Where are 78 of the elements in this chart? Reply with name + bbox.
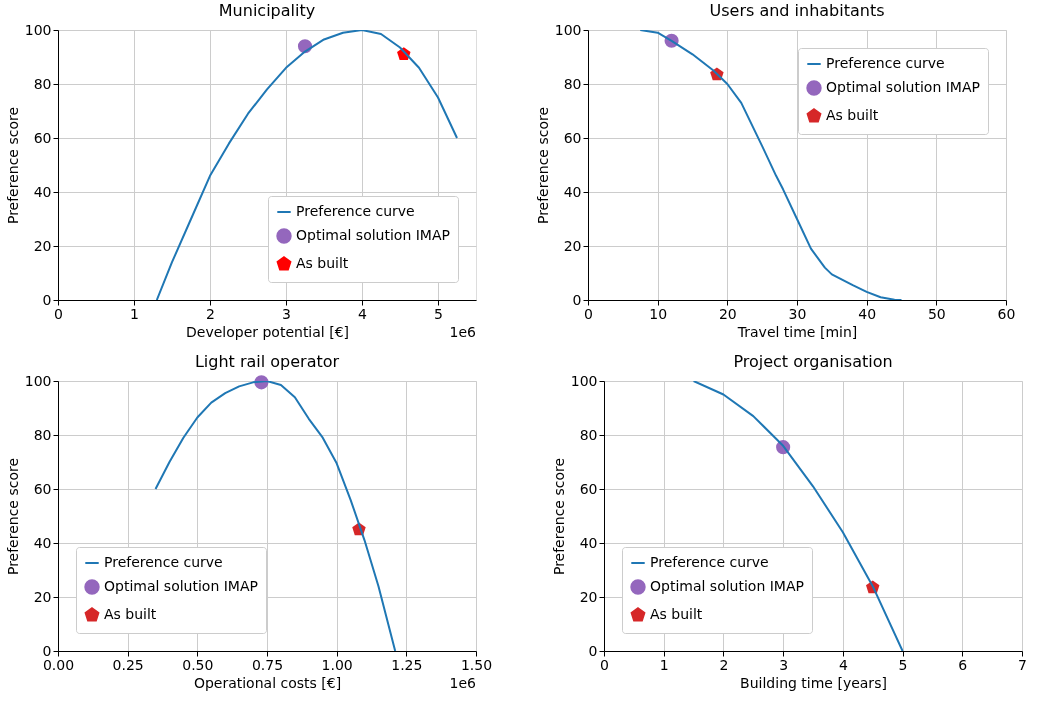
legend-label: As built	[826, 107, 879, 123]
y-tick-label: 80	[33, 75, 52, 92]
x-axis-title: Travel time [min]	[736, 323, 858, 340]
y-axis-title: Preference score	[550, 457, 567, 576]
y-tick-label: 100	[24, 21, 52, 38]
legend-label: Preference curve	[296, 203, 415, 219]
x-tick-label: 0.50	[182, 656, 214, 673]
x-tick-label: 2	[206, 305, 215, 322]
x-tick-label: 30	[788, 305, 807, 322]
y-tick-label: 100	[570, 372, 598, 389]
x-tick-label: 5	[434, 305, 443, 322]
text: 1e6	[449, 675, 477, 691]
y-axis-title: Preference score	[4, 106, 21, 225]
x-tick-label: 2	[719, 656, 729, 673]
line-series	[155, 30, 458, 300]
y-tick-label: 20	[33, 237, 52, 254]
chart-title: Users and inhabitants	[709, 1, 885, 20]
y-tick-label: 60	[563, 129, 582, 146]
legend-label: Preference curve	[826, 55, 945, 71]
x-tick-label: 3	[779, 656, 789, 673]
x-tick-label: 0	[54, 305, 63, 322]
y-tick-label: 0	[572, 291, 582, 308]
y-tick-label: 80	[579, 426, 598, 443]
x-tick-label: 7	[1018, 656, 1027, 673]
legend-label: Preference curve	[104, 554, 223, 570]
y-tick-label: 40	[33, 183, 52, 200]
chart-title: Light rail operator	[194, 352, 340, 371]
y-tick-label: 100	[554, 21, 582, 38]
x-tick-label: 0	[600, 656, 609, 673]
y-tick-label: 0	[42, 642, 52, 659]
x-axis-title: Building time [years]	[740, 674, 887, 691]
y-tick-label: 20	[579, 588, 598, 605]
y-axis-title: Preference score	[534, 106, 551, 225]
x-tick-label: 20	[718, 305, 737, 322]
legend-label: Preference curve	[650, 554, 769, 570]
y-tick-label: 40	[33, 534, 52, 551]
y-tick-label: 100	[24, 372, 52, 389]
y-tick-label: 0	[588, 642, 598, 659]
x-axis-title: Operational costs [€]	[193, 674, 342, 691]
y-tick-label: 20	[33, 588, 52, 605]
x-tick-label: 1.50	[460, 656, 493, 673]
x-tick-label: 1	[659, 656, 669, 673]
x-tick-label: 0.75	[251, 656, 284, 673]
legend-label: As built	[650, 606, 703, 622]
y-tick-label: 20	[563, 237, 582, 254]
legend-label: Optimal solution IMAP	[296, 227, 450, 243]
legend-label: Optimal solution IMAP	[650, 578, 804, 594]
x-tick-label: 1.25	[391, 656, 423, 673]
y-tick-label: 60	[33, 480, 52, 497]
x-tick-label: 10	[649, 305, 668, 322]
x-tick-label: 3	[282, 305, 291, 322]
x-tick-label: 5	[898, 656, 908, 673]
x-tick-label: 4	[358, 305, 368, 322]
text: 1e6	[449, 324, 477, 340]
chart-title: Municipality	[218, 1, 316, 20]
y-tick-label: 80	[33, 426, 52, 443]
x-tick-label: 60	[997, 305, 1016, 322]
x-tick-label: 6	[958, 656, 968, 673]
legend-label: As built	[296, 255, 349, 271]
legend-label: Optimal solution IMAP	[826, 79, 980, 95]
x-tick-label: 0.00	[42, 656, 75, 673]
x-axis-title: Developer potential [€]	[185, 323, 350, 340]
y-tick-label: 60	[579, 480, 598, 497]
y-tick-label: 80	[563, 75, 582, 92]
y-tick-label: 40	[579, 534, 598, 551]
y-tick-label: 40	[563, 183, 582, 200]
x-tick-label: 40	[858, 305, 877, 322]
legend-label: Optimal solution IMAP	[104, 578, 258, 594]
legend-label: As built	[104, 606, 157, 622]
x-tick-label: 0.25	[112, 656, 144, 673]
x-tick-label: 50	[927, 305, 946, 322]
chart-title: Project organisation	[733, 352, 893, 371]
y-tick-label: 0	[42, 291, 52, 308]
y-tick-label: 60	[33, 129, 52, 146]
y-axis-title: Preference score	[4, 457, 21, 576]
x-tick-label: 4	[838, 656, 848, 673]
x-tick-label: 1.00	[321, 656, 353, 673]
x-tick-label: 1	[130, 305, 139, 322]
